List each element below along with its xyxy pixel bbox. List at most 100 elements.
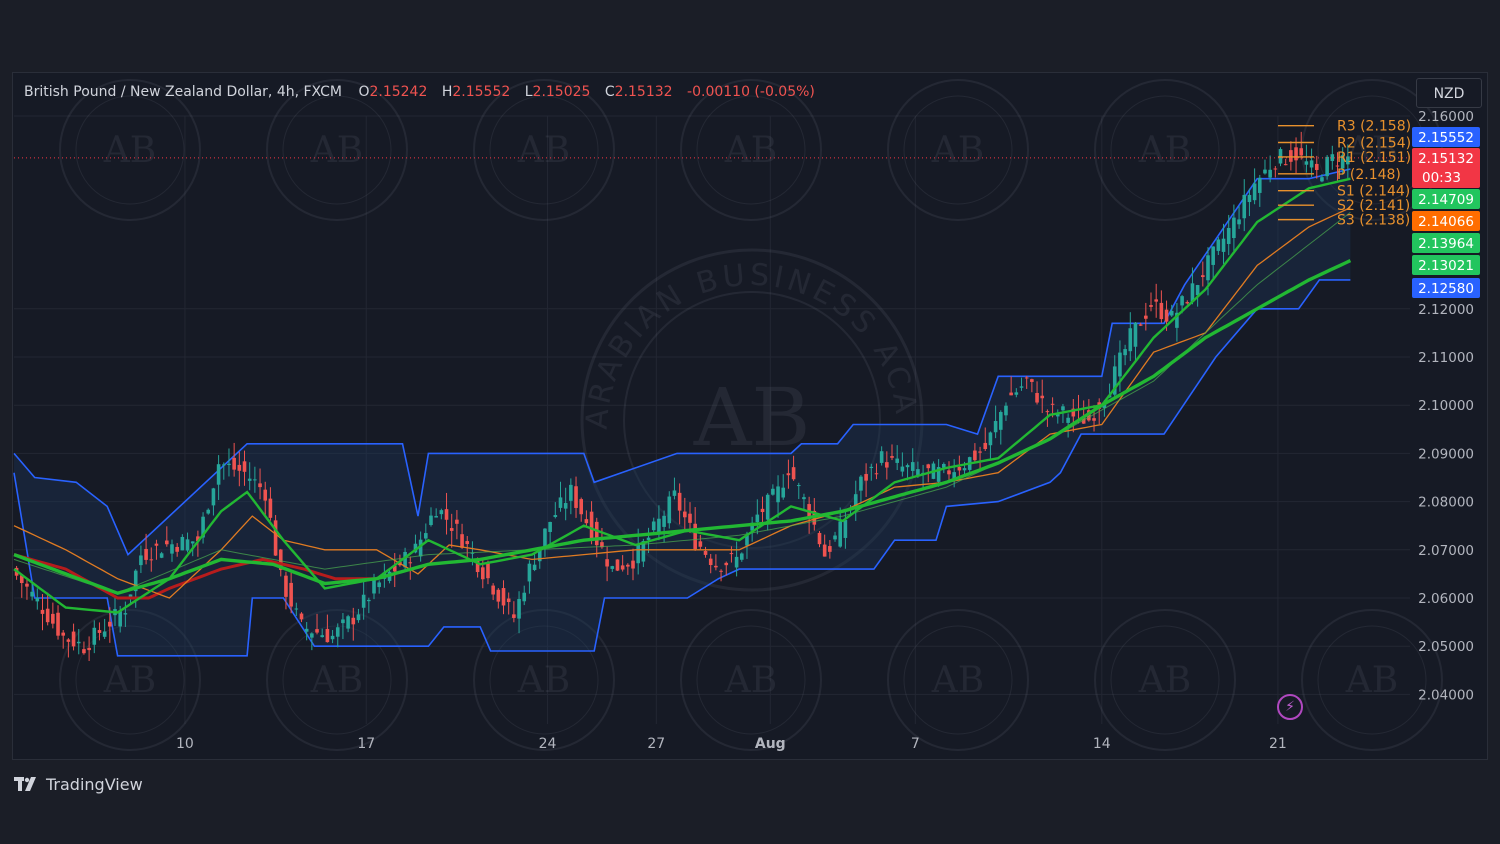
candle-down: [1289, 150, 1293, 162]
grid-lines: [14, 115, 1410, 724]
channel-lower-line: [13, 279, 1351, 657]
candle-up: [341, 619, 345, 624]
pivot-label: S1 (2.144): [1337, 184, 1410, 200]
candle-up: [190, 541, 195, 544]
watermark-seal-ring: [489, 625, 599, 735]
candle-up: [1206, 255, 1210, 281]
candle-down: [237, 464, 242, 471]
candle-up: [1237, 219, 1241, 225]
y-tick-label: 2.16000: [1418, 109, 1474, 125]
watermark-monogram: AB: [310, 130, 363, 171]
candle-down: [693, 523, 697, 549]
watermark-seal-ring: [1110, 625, 1220, 735]
watermark-seal: [59, 79, 201, 221]
change-value: -0.00110 (-0.05%): [687, 84, 815, 100]
candle-up: [356, 614, 361, 621]
candle-down: [1030, 379, 1034, 382]
watermark-monogram: AB: [1345, 130, 1398, 171]
candle-up: [367, 599, 371, 602]
candle-up: [139, 555, 143, 566]
candle-up: [1014, 392, 1019, 395]
watermark-seal-ring: [903, 95, 1013, 205]
candle-down: [325, 628, 330, 643]
currency-button[interactable]: NZD: [1416, 78, 1482, 108]
candle-down: [496, 589, 501, 602]
candle-up: [750, 522, 754, 531]
candle-up: [553, 515, 558, 518]
candle-up: [424, 533, 428, 539]
candle-up: [879, 451, 884, 463]
candle-down: [268, 498, 273, 518]
candle-up: [92, 627, 97, 645]
candle-up: [1216, 239, 1221, 251]
candle-up: [952, 472, 956, 480]
watermark-seal: [473, 609, 615, 751]
watermark-seal-ring: [489, 95, 599, 205]
candle-down: [82, 649, 86, 654]
pivot-levels: R3 (2.158)R2 (2.154)R1 (2.151)P (2.148)S…: [1278, 119, 1411, 229]
x-tick-label: Aug: [755, 736, 786, 752]
watermark-monogram: AB: [103, 130, 156, 171]
candle-down: [1273, 168, 1278, 170]
watermark-monogram: AB: [724, 130, 777, 171]
candle-down: [874, 473, 879, 475]
candle-up: [776, 486, 780, 503]
close-key: C: [604, 84, 615, 100]
candle-down: [71, 631, 76, 647]
candle-up: [993, 421, 998, 433]
price-tag-bg: [1412, 189, 1480, 209]
watermark-seal: [887, 79, 1029, 221]
price-tag-bg: [1412, 278, 1480, 298]
candle-up: [517, 598, 521, 619]
candle-down: [501, 588, 506, 606]
watermark-seal: [266, 609, 408, 751]
candle-down: [232, 457, 236, 470]
candle-up: [1226, 227, 1231, 244]
watermark-monogram: AB: [1138, 130, 1191, 171]
candle-up: [418, 539, 423, 557]
candle-up: [320, 635, 325, 638]
x-tick-label: 17: [357, 736, 375, 752]
candle-up: [403, 551, 407, 568]
candle-down: [698, 541, 703, 547]
candle-down: [1164, 309, 1169, 322]
candle-up: [1190, 283, 1195, 302]
price-tags: 2.15552 2.15132 00:33 2.14709 2.14066 2.13964…: [1412, 127, 1480, 298]
candle-up: [377, 582, 381, 588]
chart-panel[interactable]: [12, 72, 1488, 760]
open-value: 2.15242: [369, 84, 428, 100]
candle-down: [1159, 302, 1164, 320]
pivot-label: S3 (2.138): [1337, 213, 1410, 229]
watermark-monogram: AB: [931, 660, 984, 701]
watermark-monogram: AB: [1345, 660, 1398, 701]
candle-down: [154, 543, 159, 546]
candle-down: [817, 532, 822, 545]
tradingview-brand[interactable]: TradingView: [14, 772, 143, 796]
symbol-title[interactable]: British Pound / New Zealand Dollar, 4h, …: [24, 84, 342, 100]
lightning-icon[interactable]: ⚡: [1277, 694, 1303, 720]
candle-down: [40, 609, 45, 614]
candle-down: [864, 474, 868, 481]
watermark-monogram: AB: [931, 130, 984, 171]
candle-up: [1309, 160, 1314, 168]
candle-down: [19, 575, 24, 584]
candle-down: [683, 511, 687, 518]
candle-up: [1180, 296, 1184, 306]
candle-down: [491, 585, 495, 595]
candle-up: [1268, 169, 1272, 178]
candle-up: [646, 537, 651, 540]
watermark-monogram: AB: [517, 130, 570, 171]
candle-up: [133, 570, 138, 592]
y-tick-label: 2.04000: [1418, 687, 1474, 703]
candle-down: [822, 544, 827, 557]
candle-down: [947, 470, 951, 475]
candle-down: [983, 442, 988, 450]
candle-up: [1175, 312, 1179, 328]
candle-up: [247, 478, 252, 481]
candle-down: [480, 567, 485, 580]
candle-down: [242, 461, 247, 472]
watermark-seal: [1094, 79, 1236, 221]
candle-up: [201, 516, 205, 538]
y-tick-label: 2.09000: [1418, 446, 1474, 462]
